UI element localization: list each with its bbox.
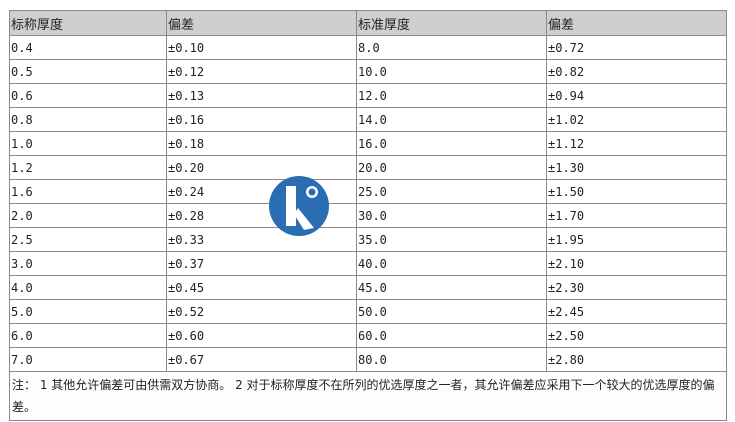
table-cell: 35.0: [356, 227, 547, 252]
table-row: 1.2 ±0.20 20.0 ±1.30: [9, 155, 727, 180]
table-row: 5.0 ±0.52 50.0 ±2.45: [9, 299, 727, 324]
table-row: 1.6 ±0.24 25.0 ±1.50: [9, 179, 727, 204]
table-cell: ±0.12: [166, 59, 357, 84]
table-cell: 50.0: [356, 299, 547, 324]
table-note: 注： 1 其他允许偏差可由供需双方协商。 2 对于标称厚度不在所列的优选厚度之一…: [9, 371, 727, 421]
table-cell: 1.2: [9, 155, 167, 180]
table-row: 7.0 ±0.67 80.0 ±2.80: [9, 347, 727, 372]
table-cell: ±2.45: [546, 299, 727, 324]
table-cell: ±0.72: [546, 35, 727, 60]
table-row: 0.5 ±0.12 10.0 ±0.82: [9, 59, 727, 84]
table-cell: 0.8: [9, 107, 167, 132]
table-cell: ±0.16: [166, 107, 357, 132]
table-cell: ±1.95: [546, 227, 727, 252]
table-cell: 20.0: [356, 155, 547, 180]
table-cell: ±0.52: [166, 299, 357, 324]
table-row: 0.4 ±0.10 8.0 ±0.72: [9, 35, 727, 60]
header-cell: 标准厚度: [356, 10, 547, 36]
table-cell: 1.0: [9, 131, 167, 156]
company-logo-watermark: [269, 176, 329, 236]
table-row: 0.6 ±0.13 12.0 ±0.94: [9, 83, 727, 108]
table-cell: ±2.80: [546, 347, 727, 372]
table-row: 6.0 ±0.60 60.0 ±2.50: [9, 323, 727, 348]
table-cell: ±0.13: [166, 83, 357, 108]
note-row: 注： 1 其他允许偏差可由供需双方协商。 2 对于标称厚度不在所列的优选厚度之一…: [9, 371, 727, 421]
table-cell: ±0.20: [166, 155, 357, 180]
header-cell: 偏差: [166, 10, 357, 36]
table-cell: 0.5: [9, 59, 167, 84]
table-cell: 25.0: [356, 179, 547, 204]
table-cell: ±0.82: [546, 59, 727, 84]
table-cell: 60.0: [356, 323, 547, 348]
table-cell: ±0.37: [166, 251, 357, 276]
table-row: 2.0 ±0.28 30.0 ±1.70: [9, 203, 727, 228]
table-cell: 0.6: [9, 83, 167, 108]
table-cell: 0.4: [9, 35, 167, 60]
table-cell: 7.0: [9, 347, 167, 372]
table-cell: ±2.30: [546, 275, 727, 300]
table-cell: 2.5: [9, 227, 167, 252]
table-cell: 30.0: [356, 203, 547, 228]
table-cell: ±1.70: [546, 203, 727, 228]
table-cell: ±0.18: [166, 131, 357, 156]
table-cell: 80.0: [356, 347, 547, 372]
table-cell: 4.0: [9, 275, 167, 300]
table-cell: ±1.30: [546, 155, 727, 180]
header-cell: 偏差: [546, 10, 727, 36]
table-cell: ±0.45: [166, 275, 357, 300]
table-row: 2.5 ±0.33 35.0 ±1.95: [9, 227, 727, 252]
table-cell: 2.0: [9, 203, 167, 228]
table-cell: 6.0: [9, 323, 167, 348]
table-row: 4.0 ±0.45 45.0 ±2.30: [9, 275, 727, 300]
table-row: 1.0 ±0.18 16.0 ±1.12: [9, 131, 727, 156]
table-cell: 40.0: [356, 251, 547, 276]
table-cell: ±0.33: [166, 227, 357, 252]
table-cell: 10.0: [356, 59, 547, 84]
table-cell: 45.0: [356, 275, 547, 300]
table-cell: 1.6: [9, 179, 167, 204]
table-cell: ±1.12: [546, 131, 727, 156]
table-cell: ±0.67: [166, 347, 357, 372]
table-row: 3.0 ±0.37 40.0 ±2.10: [9, 251, 727, 276]
table-cell: 16.0: [356, 131, 547, 156]
thickness-tolerance-table: 标称厚度 偏差 标准厚度 偏差 0.4 ±0.10 8.0 ±0.72 0.5 ±0.12…: [9, 10, 727, 421]
header-cell: 标称厚度: [9, 10, 167, 36]
table-row: 0.8 ±0.16 14.0 ±1.02: [9, 107, 727, 132]
table-cell: ±0.94: [546, 83, 727, 108]
table-cell: ±0.10: [166, 35, 357, 60]
table-cell: 3.0: [9, 251, 167, 276]
table-cell: ±2.50: [546, 323, 727, 348]
table-cell: ±2.10: [546, 251, 727, 276]
table-cell: 14.0: [356, 107, 547, 132]
table-cell: 12.0: [356, 83, 547, 108]
table-cell: ±1.50: [546, 179, 727, 204]
table-cell: 8.0: [356, 35, 547, 60]
header-row: 标称厚度 偏差 标准厚度 偏差: [9, 10, 727, 36]
table-cell: 5.0: [9, 299, 167, 324]
table-cell: ±0.60: [166, 323, 357, 348]
table-cell: ±1.02: [546, 107, 727, 132]
